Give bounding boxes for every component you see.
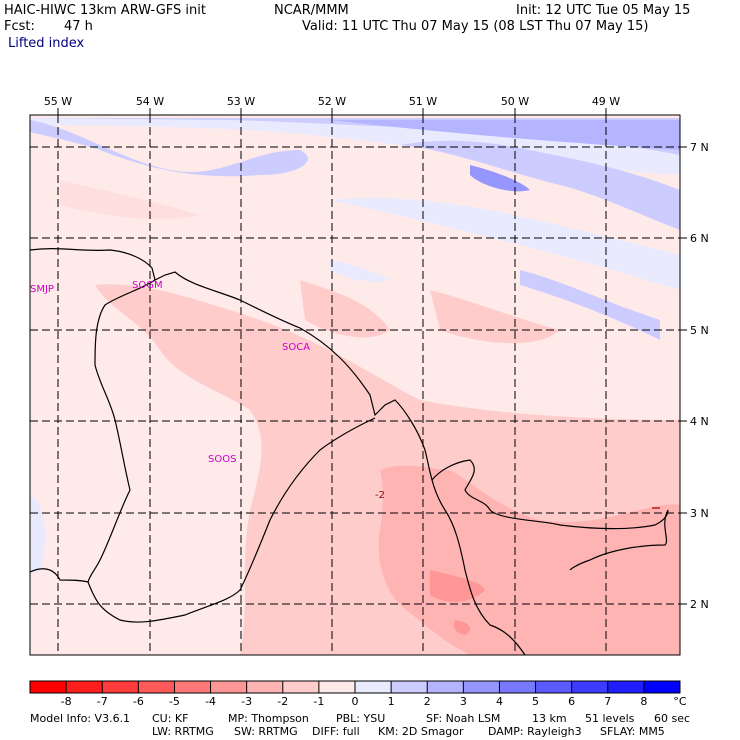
lat-label: 7 N [690, 141, 709, 154]
model-info-levels: 51 levels [585, 712, 635, 725]
map-frame [29, 114, 681, 656]
lon-label: 50 W [501, 95, 529, 108]
station-label-smjp: SMJP [30, 284, 54, 295]
colorbar-tick-label: -7 [97, 695, 108, 708]
colorbar-swatch [391, 681, 428, 693]
colorbar-swatch [246, 681, 283, 693]
model-info-sflay: SFLAY: MM5 [600, 725, 665, 738]
country-borders [30, 248, 669, 655]
lat-label: 3 N [690, 507, 709, 520]
model-info-resolution: 13 km [532, 712, 567, 725]
colorbar-tick-label: -4 [205, 695, 216, 708]
colorbar-swatch [30, 681, 67, 693]
forecast-hours: 47 h [64, 19, 93, 34]
colorbar-unit: °C [673, 695, 687, 708]
colorbar-swatch [571, 681, 608, 693]
contour-label: -2 [375, 490, 385, 501]
model-info-damp: DAMP: Rayleigh3 [488, 725, 582, 738]
colorbar-swatch [66, 681, 103, 693]
station-labels: SMJP SOGM SOCA SOOS [30, 280, 310, 465]
model-info-diff: DIFF: full [312, 725, 360, 738]
colorbar-swatch [499, 681, 536, 693]
model-title: HAIC-HIWC 13km ARW-GFS init [4, 3, 206, 18]
model-info-mp: MP: Thompson [228, 712, 309, 725]
colorbar-tick-label: 8 [640, 695, 647, 708]
colorbar-tick-label: 3 [460, 695, 467, 708]
model-info-km: KM: 2D Smagor [378, 725, 464, 738]
lon-labels: 55 W 54 W 53 W 52 W 51 W 50 W 49 W [44, 95, 620, 108]
colorbar-tick-label: 2 [424, 695, 431, 708]
lat-label: 4 N [690, 415, 709, 428]
colorbar-swatch [427, 681, 464, 693]
colorbar-swatch [643, 681, 680, 693]
lat-label: 6 N [690, 232, 709, 245]
lon-label: 55 W [44, 95, 72, 108]
colorbar-tick-label: 6 [568, 695, 575, 708]
model-info-lw: LW: RRTMG [152, 725, 214, 738]
lat-lon-grid [30, 115, 680, 655]
colorbar-swatch [102, 681, 139, 693]
model-info-pbl: PBL: YSU [336, 712, 386, 725]
colorbar-tick-label: -6 [133, 695, 144, 708]
lat-label: 5 N [690, 324, 709, 337]
station-label-sogm: SOGM [132, 280, 163, 291]
center-label: NCAR/MMM [274, 3, 349, 18]
model-info-timestep: 60 sec [654, 712, 691, 725]
colorbar-tick-label: -5 [169, 695, 180, 708]
axis-ticks [57, 108, 687, 605]
colorbar-swatch [174, 681, 211, 693]
colorbar-swatch [138, 681, 175, 693]
colorbar-swatch [355, 681, 392, 693]
colorbar-swatch [463, 681, 500, 693]
colorbar-swatch [282, 681, 319, 693]
lat-label: 2 N [690, 598, 709, 611]
lon-label: 53 W [227, 95, 255, 108]
colorbar-swatch [318, 681, 355, 693]
colorbar-tick-label: 7 [604, 695, 611, 708]
lon-label: 54 W [136, 95, 164, 108]
model-info-cu: CU: KF [152, 712, 189, 725]
lat-labels: 7 N 6 N 5 N 4 N 3 N 2 N [690, 141, 709, 611]
field-shading [30, 115, 680, 655]
model-info-sf: SF: Noah LSM [426, 712, 501, 725]
colorbar-tick-label: 0 [352, 695, 359, 708]
colorbar-tick-label: 5 [532, 695, 539, 708]
init-time: Init: 12 UTC Tue 05 May 15 [516, 3, 691, 18]
colorbar-swatch [210, 681, 247, 693]
field-name: Lifted index [8, 36, 85, 51]
colorbar-swatch [607, 681, 644, 693]
model-info-version: Model Info: V3.6.1 [30, 712, 131, 725]
colorbar-tick-label: 4 [496, 695, 503, 708]
station-label-soos: SOOS [208, 454, 236, 465]
lon-label: 52 W [318, 95, 346, 108]
colorbar: -8 -7 -6 -5 -4 -3 -2 -1 0 1 2 3 4 5 6 7 8 °C [29, 680, 687, 708]
colorbar-tick-label: 1 [388, 695, 395, 708]
forecast-label: Fcst: [4, 19, 35, 34]
lon-label: 49 W [592, 95, 620, 108]
colorbar-swatch [535, 681, 572, 693]
colorbar-tick-label: -1 [313, 695, 324, 708]
colorbar-tick-label: -3 [241, 695, 252, 708]
lon-label: 51 W [409, 95, 437, 108]
colorbar-tick-label: -2 [277, 695, 288, 708]
model-info-sw: SW: RRTMG [234, 725, 298, 738]
colorbar-tick-label: -8 [61, 695, 72, 708]
station-label-soca: SOCA [282, 342, 310, 353]
valid-time: Valid: 11 UTC Thu 07 May 15 (08 LST Thu … [302, 19, 649, 34]
